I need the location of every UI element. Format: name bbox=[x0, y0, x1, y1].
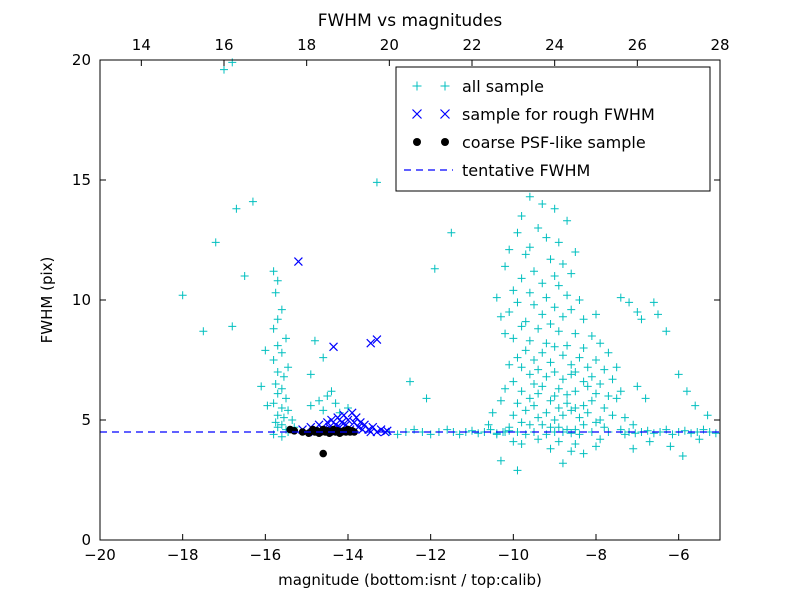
plot-area: −20 −18 −16 −14 −12 −10 −8 −6 14 16 18 20 22 24 26 28 0 5… bbox=[72, 36, 730, 564]
x-top-tick-label: 20 bbox=[380, 36, 399, 54]
x-top-tick-label: 26 bbox=[628, 36, 647, 54]
axis-tick-labels: −20 −18 −16 −14 −12 −10 −8 −6 14 16 18 20 22 24 26 28 0 5… bbox=[72, 36, 730, 564]
legend-label: coarse PSF-like sample bbox=[462, 133, 646, 152]
legend-label: all sample bbox=[462, 77, 544, 96]
y-tick-label: 5 bbox=[81, 411, 91, 429]
legend-entry-sample-for-rough-fwhm: sample for rough FWHM bbox=[412, 105, 655, 124]
x-bottom-tick-label: −14 bbox=[332, 546, 364, 564]
x-bottom-tick-label: −16 bbox=[250, 546, 282, 564]
plot-border bbox=[99, 59, 721, 541]
legend: all sample sample for rough FWHM coarse PS… bbox=[395, 66, 711, 192]
y-tick-label: 0 bbox=[81, 531, 91, 549]
x-bottom-tick-label: −8 bbox=[585, 546, 607, 564]
series-coarse-psf-like-sample bbox=[286, 425, 359, 458]
x-bottom-tick-label: −12 bbox=[415, 546, 447, 564]
y-tick-label: 10 bbox=[72, 291, 91, 309]
y-tick-label: 20 bbox=[72, 51, 91, 69]
x-top-tick-label: 28 bbox=[710, 36, 729, 54]
x-bottom-tick-label: −6 bbox=[668, 546, 690, 564]
x-bottom-tick-label: −10 bbox=[498, 546, 530, 564]
x-bottom-tick-label: −18 bbox=[167, 546, 199, 564]
legend-label: tentative FWHM bbox=[462, 161, 590, 180]
series-all-sample bbox=[178, 58, 720, 475]
legend-entry-tentative-fwhm: tentative FWHM bbox=[404, 161, 590, 180]
y-axis-label: FWHM (pix) bbox=[38, 257, 56, 344]
legend-label: sample for rough FWHM bbox=[462, 105, 655, 124]
x-bottom-tick-label: −20 bbox=[84, 546, 116, 564]
y-tick-label: 15 bbox=[72, 171, 91, 189]
series-sample-for-rough-fwhm bbox=[293, 257, 392, 437]
legend-entry-all-sample: all sample bbox=[412, 77, 544, 96]
x-top-tick-label: 24 bbox=[545, 36, 564, 54]
legend-box bbox=[395, 66, 711, 192]
x-top-tick-label: 18 bbox=[297, 36, 316, 54]
x-axis-label: magnitude (bottom:isnt / top:calib) bbox=[278, 571, 542, 589]
x-top-tick-label: 16 bbox=[214, 36, 233, 54]
x-top-tick-label: 14 bbox=[132, 36, 151, 54]
x-top-tick-label: 22 bbox=[462, 36, 481, 54]
chart-title: FWHM vs magnitudes bbox=[318, 11, 503, 31]
legend-entry-coarse-psf-like-sample: coarse PSF-like sample bbox=[413, 133, 646, 152]
